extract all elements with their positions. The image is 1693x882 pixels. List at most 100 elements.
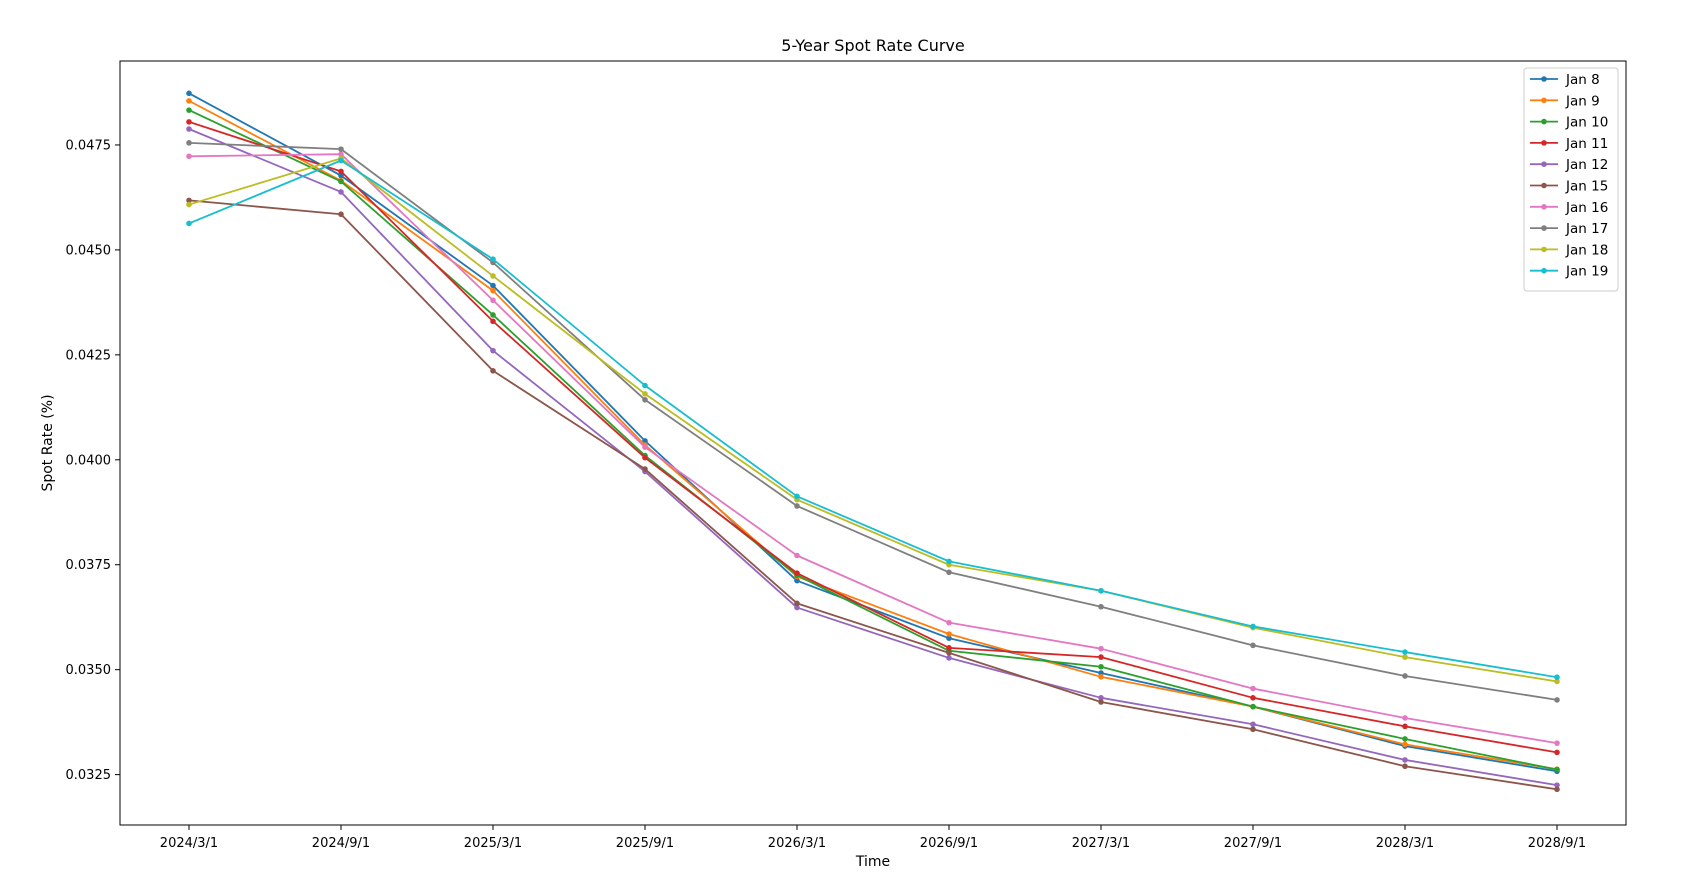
data-point bbox=[1098, 663, 1104, 670]
x-tick-label: 2026/3/1 bbox=[768, 836, 826, 851]
data-point bbox=[1554, 674, 1560, 681]
data-point bbox=[490, 318, 496, 325]
data-point bbox=[1250, 623, 1256, 630]
data-point bbox=[946, 650, 952, 656]
legend-entry-label: Jan 9 bbox=[1565, 93, 1600, 109]
x-tick-label: 2028/9/1 bbox=[1528, 836, 1586, 851]
legend-swatch-marker bbox=[1541, 182, 1547, 189]
legend-entry-label: Jan 15 bbox=[1565, 179, 1608, 195]
data-point bbox=[186, 220, 192, 227]
data-point bbox=[1402, 741, 1408, 748]
data-point bbox=[1098, 654, 1104, 660]
x-tick-label: 2024/9/1 bbox=[312, 836, 370, 851]
data-point bbox=[794, 577, 800, 584]
data-point bbox=[1402, 673, 1408, 679]
legend-swatch-marker bbox=[1541, 118, 1547, 125]
y-tick-label: 0.0325 bbox=[66, 768, 112, 783]
data-point bbox=[490, 297, 496, 304]
data-point bbox=[946, 631, 952, 637]
data-point bbox=[1250, 721, 1256, 728]
data-point bbox=[1250, 695, 1256, 701]
data-point bbox=[1554, 740, 1560, 746]
plot-frame bbox=[119, 60, 1627, 826]
data-point bbox=[642, 391, 648, 397]
series-line bbox=[188, 141, 1558, 701]
data-point bbox=[794, 503, 800, 509]
legend-swatch-marker bbox=[1541, 225, 1547, 231]
x-tick-label: 2024/3/1 bbox=[160, 836, 218, 851]
y-tick-label: 0.0400 bbox=[66, 453, 112, 468]
data-point bbox=[1554, 766, 1560, 773]
series-line bbox=[188, 109, 1558, 771]
series-line bbox=[188, 199, 1558, 791]
series-line bbox=[188, 128, 1558, 787]
data-point bbox=[338, 172, 344, 179]
legend-swatch-marker bbox=[1541, 161, 1547, 167]
x-tick-label: 2026/9/1 bbox=[920, 836, 978, 851]
data-point bbox=[946, 635, 952, 641]
legend-entry-label: Jan 17 bbox=[1565, 221, 1608, 237]
legend-swatch-marker bbox=[1541, 97, 1547, 104]
data-point bbox=[794, 600, 800, 607]
series-jan-19 bbox=[186, 157, 1560, 681]
data-point bbox=[794, 604, 800, 611]
series-line bbox=[188, 157, 1558, 683]
legend-entry-label: Jan 11 bbox=[1565, 136, 1608, 152]
data-point bbox=[1098, 603, 1104, 610]
y-tick-label: 0.0475 bbox=[66, 138, 112, 153]
data-point bbox=[1098, 674, 1104, 680]
legend-swatch-marker bbox=[1541, 204, 1547, 210]
y-axis-label: Spot Rate (%) bbox=[40, 394, 56, 491]
legend-box bbox=[1523, 67, 1619, 292]
x-tick-label: 2027/9/1 bbox=[1224, 836, 1282, 851]
data-point bbox=[1554, 749, 1560, 756]
legend-swatch-marker bbox=[1541, 76, 1547, 82]
data-point bbox=[946, 558, 952, 565]
x-tick-label: 2028/3/1 bbox=[1376, 836, 1434, 851]
data-point bbox=[338, 157, 344, 164]
data-point bbox=[1554, 678, 1560, 685]
data-point bbox=[490, 273, 496, 279]
data-point bbox=[490, 287, 496, 294]
data-point bbox=[338, 211, 344, 218]
data-point bbox=[490, 312, 496, 318]
data-point bbox=[186, 140, 192, 146]
x-tick-label: 2025/9/1 bbox=[616, 836, 674, 851]
chart-title: 5-Year Spot Rate Curve bbox=[781, 36, 964, 55]
legend-entry-label: Jan 8 bbox=[1565, 72, 1600, 88]
y-tick-label: 0.0375 bbox=[66, 558, 112, 573]
data-point bbox=[1098, 587, 1104, 594]
data-point bbox=[338, 151, 344, 157]
data-point bbox=[186, 153, 192, 160]
data-point bbox=[642, 466, 648, 472]
data-point bbox=[186, 126, 192, 132]
data-point bbox=[1402, 763, 1408, 770]
data-point bbox=[794, 552, 800, 559]
data-point bbox=[1402, 654, 1408, 660]
data-point bbox=[490, 347, 496, 354]
data-point bbox=[338, 189, 344, 195]
data-point bbox=[490, 367, 496, 374]
data-point bbox=[1554, 782, 1560, 788]
legend-entry-label: Jan 18 bbox=[1565, 242, 1608, 258]
series-line bbox=[188, 100, 1558, 771]
series-jan-16 bbox=[186, 151, 1560, 746]
y-tick-label: 0.0425 bbox=[66, 348, 112, 363]
plot-area: 2024/3/1 2024/9/1 2025/3/1 2025/9/1 2026/3/1… bbox=[66, 60, 1627, 851]
data-point bbox=[794, 493, 800, 500]
series-line bbox=[188, 153, 1558, 745]
data-point bbox=[642, 382, 648, 389]
data-point bbox=[186, 90, 192, 97]
data-point bbox=[186, 119, 192, 125]
data-point bbox=[946, 645, 952, 651]
series-jan-17 bbox=[186, 140, 1560, 703]
legend-swatch-marker bbox=[1541, 246, 1547, 253]
y-tick-label: 0.0350 bbox=[66, 663, 112, 678]
data-point bbox=[338, 146, 344, 152]
data-point bbox=[1554, 786, 1560, 793]
legend-swatch-marker bbox=[1541, 140, 1547, 146]
data-point bbox=[338, 178, 344, 185]
data-point bbox=[642, 396, 648, 403]
data-point bbox=[642, 454, 648, 461]
